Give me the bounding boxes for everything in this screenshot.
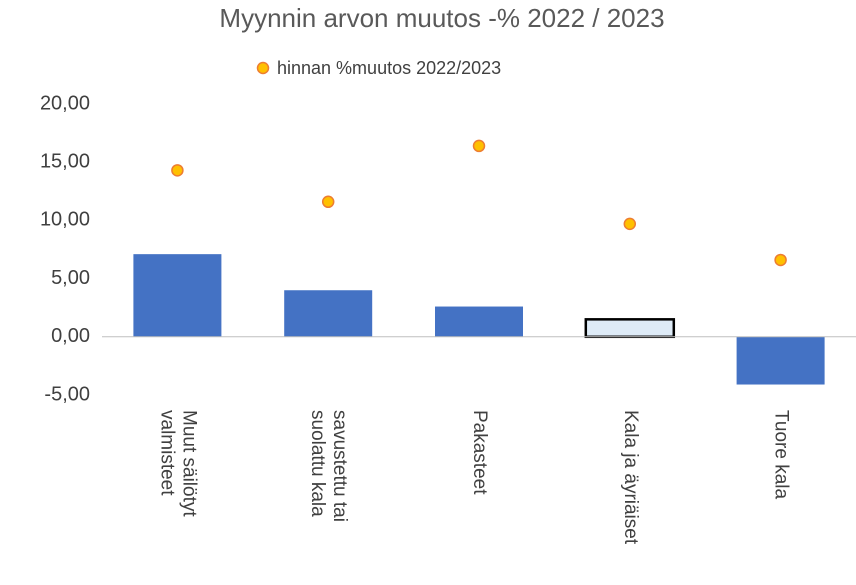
x-tick-label-line: Pakasteet <box>469 410 490 495</box>
bar <box>284 290 373 337</box>
scatter-point <box>321 195 335 209</box>
x-tick-label: Kala ja äyriäiset <box>620 410 641 545</box>
x-tick-label-line: savustettu tai <box>329 410 350 522</box>
legend-marker <box>256 61 270 75</box>
chart-title: Myynnin arvon muutos -% 2022 / 2023 <box>219 3 664 33</box>
bar <box>435 306 523 337</box>
x-tick-label-line: Kala ja äyriäiset <box>620 410 641 545</box>
scatter-point <box>472 139 486 153</box>
x-tick-label: savustettu taisuolattu kala <box>307 410 350 522</box>
y-tick-label: -5,00 <box>44 383 90 405</box>
y-tick-label: 20,00 <box>40 92 90 114</box>
x-tick-label-line: suolattu kala <box>307 410 328 517</box>
x-tick-label-line: Muut säilötyt <box>178 410 199 517</box>
y-tick-label: 15,00 <box>40 150 90 172</box>
legend-label: hinnan %muutos 2022/2023 <box>277 58 501 78</box>
y-tick-label: 5,00 <box>51 267 90 289</box>
scatter-point <box>171 164 184 177</box>
x-tick-label: Pakasteet <box>469 410 490 495</box>
scatter-point <box>623 217 637 231</box>
x-tick-label-line: valmisteet <box>156 410 177 496</box>
x-tick-label-line: Tuore kala <box>771 410 792 499</box>
scatter-point <box>774 253 787 267</box>
bar <box>133 254 222 337</box>
bar <box>584 318 676 339</box>
y-tick-label: 0,00 <box>51 325 90 347</box>
x-tick-label: Muut säilötytvalmisteet <box>156 410 199 517</box>
x-tick-label: Tuore kala <box>771 410 792 499</box>
bar <box>736 336 825 385</box>
y-tick-label: 10,00 <box>40 209 90 231</box>
